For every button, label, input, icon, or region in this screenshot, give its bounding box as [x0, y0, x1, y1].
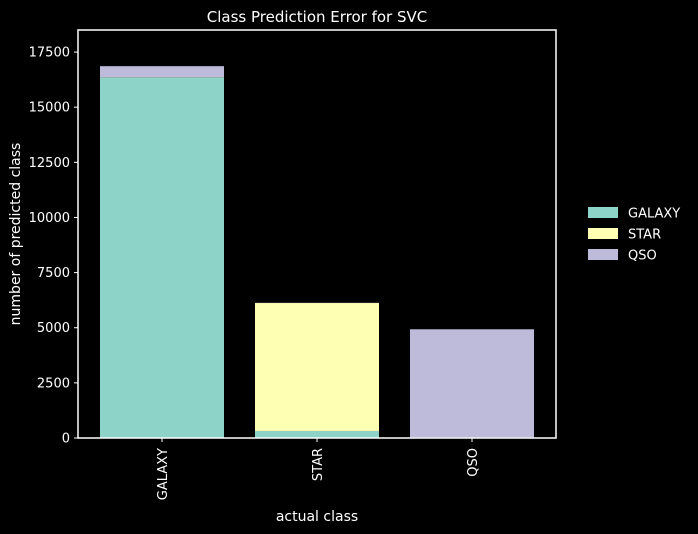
bar-star-star: [255, 303, 379, 431]
y-tick-label: 5000: [37, 321, 70, 336]
legend-label-star: STAR: [628, 228, 661, 243]
y-tick-label: 7500: [37, 266, 70, 281]
legend-swatch-star: [588, 228, 618, 239]
x-tick-label: GALAXY: [156, 448, 171, 500]
x-tick-label: QSO: [466, 448, 481, 477]
x-axis-label: actual class: [276, 509, 358, 525]
legend-label-galaxy: GALAXY: [628, 207, 680, 222]
legend-swatch-qso: [588, 249, 618, 260]
bar-qso-qso: [410, 329, 534, 438]
legend: GALAXY STAR QSO: [588, 207, 680, 264]
x-ticks: GALAXY STAR QSO: [156, 438, 481, 500]
bar-galaxy-galaxy: [100, 77, 224, 439]
y-tick-label: 12500: [29, 156, 70, 171]
bars-group: [100, 66, 534, 439]
y-ticks: 0 2500 5000 7500 10000 12500 15000 17500: [29, 46, 78, 447]
y-tick-label: 2500: [37, 376, 70, 391]
legend-swatch-galaxy: [588, 207, 618, 218]
legend-label-qso: QSO: [628, 249, 657, 264]
y-axis-label: number of predicted class: [8, 143, 24, 326]
chart-title: Class Prediction Error for SVC: [207, 8, 428, 26]
x-tick-label: STAR: [311, 448, 326, 481]
y-tick-label: 10000: [29, 211, 70, 226]
bar-star-galaxy: [255, 430, 379, 438]
y-tick-label: 0: [62, 432, 70, 447]
y-tick-label: 15000: [29, 101, 70, 116]
y-tick-label: 17500: [29, 46, 70, 61]
bar-galaxy-qso: [100, 66, 224, 78]
plot-frame: [77, 29, 557, 439]
